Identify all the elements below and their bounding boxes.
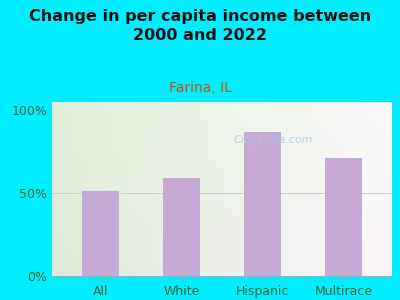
Bar — [163, 178, 200, 276]
Bar — [82, 191, 119, 276]
Text: Change in per capita income between
2000 and 2022: Change in per capita income between 2000… — [29, 9, 371, 43]
Bar — [244, 132, 281, 276]
Text: Farina, IL: Farina, IL — [168, 81, 232, 95]
Bar — [325, 158, 362, 276]
Text: City-Data.com: City-Data.com — [233, 135, 313, 145]
